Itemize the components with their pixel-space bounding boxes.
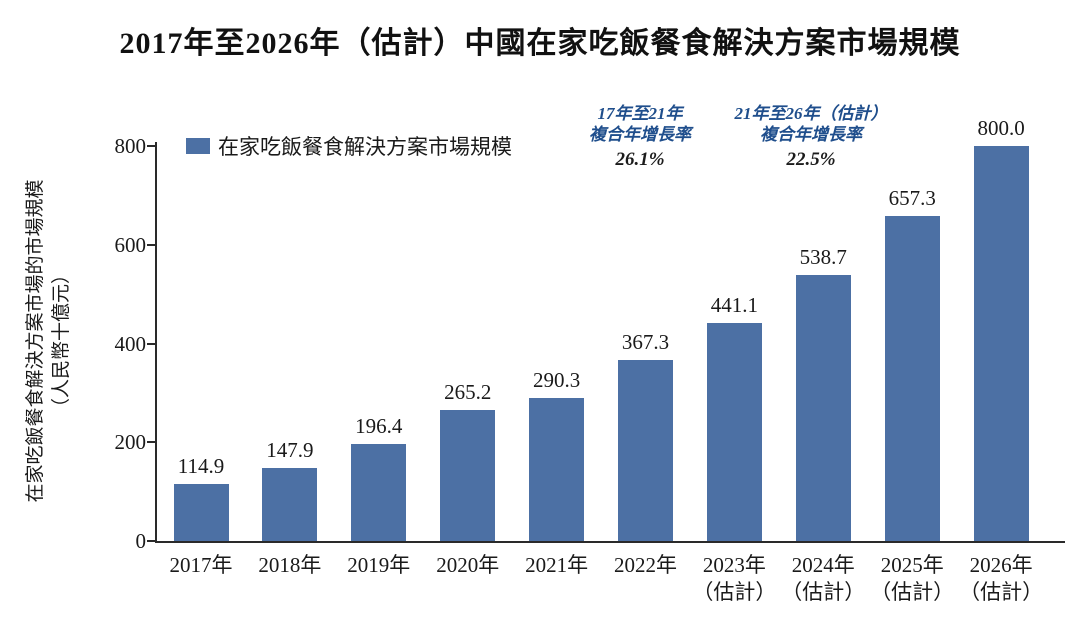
bar (529, 397, 585, 541)
y-tick-label: 0 (135, 529, 147, 553)
y-axis-line (155, 142, 157, 543)
legend-label: 在家吃飯餐食解決方案市場規模 (218, 135, 512, 159)
cagr-annotation-2017-2021: 17年至21年 複合年增長率 26.1% (545, 103, 735, 172)
cagr-annotation-value: 22.5% (786, 149, 836, 170)
bar-value-label: 538.7 (799, 245, 847, 270)
legend-swatch-icon (186, 138, 210, 154)
bar-value-label: 441.1 (710, 293, 759, 318)
bar-value-label: 196.4 (355, 414, 403, 439)
y-tick-mark (147, 145, 156, 147)
bar-value-label: 114.9 (177, 454, 225, 479)
y-axis-label: 在家吃飯餐食解決方案市場的市場規模 （人民幣十億元） (23, 126, 81, 556)
bar-value-label: 290.3 (532, 367, 581, 392)
x-axis-category-label: 2025年 （估計） (870, 553, 955, 604)
x-axis-category-label: 2022年 (614, 553, 677, 577)
y-tick-mark (147, 243, 156, 246)
bar-value-label: 800.0 (977, 116, 1025, 140)
y-axis-label-line1: 在家吃飯餐食解決方案市場的市場規模 (25, 179, 46, 503)
cagr-annotation-line1: 21年至26年（估計） (734, 104, 888, 123)
y-tick-mark (147, 342, 156, 345)
x-axis-category-label: 2018年 (258, 553, 322, 577)
chart-title: 2017年至2026年（估計）中國在家吃飯餐食解決方案市場規模 (119, 27, 961, 60)
bar (795, 275, 851, 541)
y-tick-label: 400 (114, 331, 147, 356)
y-axis-label-line2: （人民幣十億元） (51, 265, 72, 418)
y-tick-label: 600 (114, 232, 147, 257)
y-tick-mark (147, 441, 156, 444)
x-axis-category-label: 2023年 （估計） (692, 553, 777, 604)
x-axis-category-label: 2021年 (525, 553, 589, 577)
x-axis-category-label: 2020年 (436, 553, 500, 577)
bar (262, 467, 318, 541)
x-axis-line (155, 541, 1065, 543)
y-tick-label: 200 (114, 430, 147, 455)
bar (973, 146, 1029, 541)
legend: 在家吃飯餐食解決方案市場規模 (186, 131, 512, 161)
cagr-annotation-line1: 17年至21年 (597, 104, 683, 123)
x-axis-category-label: 2019年 (347, 553, 411, 577)
cagr-annotation-value: 26.1% (615, 149, 665, 170)
bar-value-label: 147.9 (266, 437, 314, 462)
cagr-annotation-2021-2026: 21年至26年（估計） 複合年增長率 22.5% (691, 103, 931, 172)
x-axis-category-label: 2017年 (169, 553, 233, 577)
bar-value-label: 367.3 (621, 329, 670, 354)
x-axis-category-label: 2024年 （估計） (781, 553, 866, 604)
cagr-annotation-line2: 複合年增長率 (589, 125, 691, 144)
bar (706, 323, 762, 541)
bar-value-label: 657.3 (888, 186, 936, 211)
y-tick-label: 800 (114, 134, 147, 158)
bar (884, 216, 940, 541)
bar-value-label: 265.2 (444, 380, 492, 405)
bar (351, 444, 407, 541)
bar (173, 484, 229, 541)
bar (618, 359, 673, 541)
cagr-annotation-line2: 複合年增長率 (760, 125, 862, 144)
bar (440, 410, 496, 541)
x-axis-category-label: 2026年 （估計） (959, 553, 1044, 604)
y-tick-mark (147, 540, 156, 542)
